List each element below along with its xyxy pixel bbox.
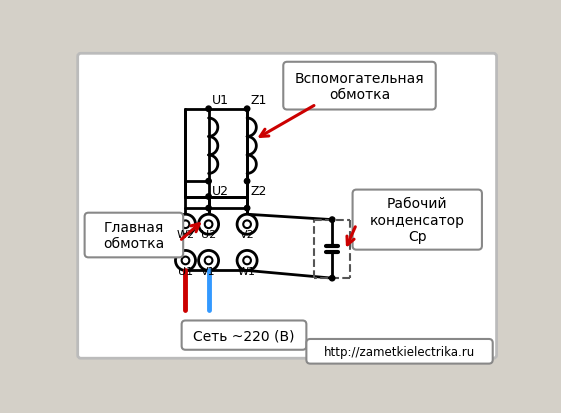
Circle shape xyxy=(182,221,189,228)
FancyBboxPatch shape xyxy=(182,321,306,350)
Circle shape xyxy=(182,257,189,265)
Text: Z1: Z1 xyxy=(250,93,266,107)
Text: Главная
обмотка: Главная обмотка xyxy=(103,221,164,251)
Text: Вспомогательная
обмотка: Вспомогательная обмотка xyxy=(295,71,424,102)
Text: U1: U1 xyxy=(211,93,229,107)
Circle shape xyxy=(245,179,250,184)
Text: U2: U2 xyxy=(201,230,216,240)
Circle shape xyxy=(176,251,195,271)
Circle shape xyxy=(243,221,251,228)
Circle shape xyxy=(237,215,257,235)
Text: U2: U2 xyxy=(211,185,229,198)
Text: V1: V1 xyxy=(201,266,216,276)
Circle shape xyxy=(199,215,219,235)
FancyBboxPatch shape xyxy=(283,63,436,110)
Text: Z2: Z2 xyxy=(250,185,266,198)
Text: V2: V2 xyxy=(240,230,255,240)
Circle shape xyxy=(245,107,250,112)
Text: Рабочий
конденсатор
Ср: Рабочий конденсатор Ср xyxy=(370,197,465,243)
Circle shape xyxy=(176,215,195,235)
Circle shape xyxy=(243,257,251,265)
FancyBboxPatch shape xyxy=(85,213,183,258)
Circle shape xyxy=(206,195,211,200)
Circle shape xyxy=(205,221,213,228)
FancyBboxPatch shape xyxy=(352,190,482,250)
Text: W1: W1 xyxy=(238,266,256,276)
Text: W2: W2 xyxy=(176,230,195,240)
Circle shape xyxy=(329,217,335,223)
Circle shape xyxy=(205,257,213,265)
Circle shape xyxy=(206,107,211,112)
Circle shape xyxy=(329,276,335,281)
Circle shape xyxy=(206,179,211,184)
Text: http://zametkielectrika.ru: http://zametkielectrika.ru xyxy=(324,345,475,358)
Circle shape xyxy=(199,251,219,271)
Circle shape xyxy=(237,251,257,271)
FancyBboxPatch shape xyxy=(306,339,493,364)
FancyBboxPatch shape xyxy=(77,54,496,358)
Text: Сеть ~220 (В): Сеть ~220 (В) xyxy=(193,328,295,342)
Text: U1: U1 xyxy=(178,266,193,276)
Circle shape xyxy=(206,206,211,211)
Circle shape xyxy=(245,206,250,211)
